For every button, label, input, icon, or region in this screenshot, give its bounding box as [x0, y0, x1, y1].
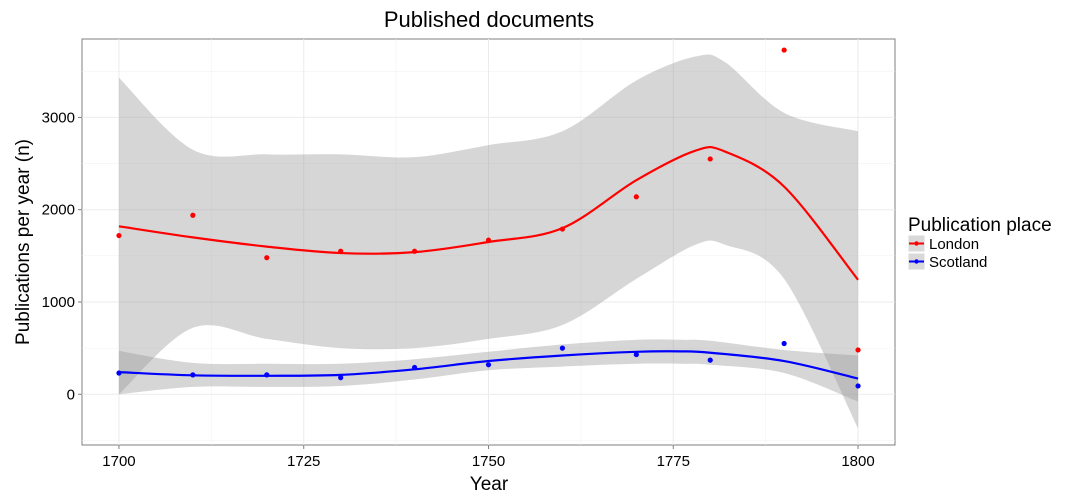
- legend-item-london: London: [907, 234, 979, 253]
- smooth-curves: [118, 145, 859, 380]
- data-point-scotland: [190, 372, 196, 378]
- data-point-scotland: [116, 370, 122, 376]
- legend-label: Scotland: [929, 254, 987, 271]
- data-point-london: [633, 194, 639, 200]
- data-point-london: [190, 212, 196, 218]
- x-axis-title: Year: [470, 474, 509, 495]
- data-point-london: [411, 248, 418, 254]
- data-point-scotland: [781, 340, 787, 347]
- y-tick-label: 3000: [42, 109, 75, 126]
- y-axis: 0 1000 2000 3000: [42, 109, 82, 403]
- y-tick-label: 0: [67, 386, 75, 403]
- data-point-london: [264, 255, 270, 261]
- data-point-scotland: [707, 357, 713, 363]
- data-point-scotland: [855, 383, 861, 389]
- x-tick-label: 1700: [102, 453, 135, 470]
- data-point-london: [485, 237, 492, 243]
- data-point-london: [559, 226, 566, 232]
- data-point-london: [781, 47, 787, 53]
- x-tick-label: 1775: [657, 453, 690, 470]
- data-point-london: [707, 156, 713, 162]
- confidence-band-scotland: [118, 339, 859, 402]
- data-point-scotland: [633, 351, 639, 358]
- data-point-scotland: [485, 362, 492, 368]
- legend-key-point: [914, 241, 919, 246]
- grid: [82, 39, 895, 445]
- y-tick-label: 1000: [42, 294, 75, 311]
- x-tick-label: 1800: [841, 453, 874, 470]
- legend-label: London: [929, 236, 979, 253]
- data-point-scotland: [559, 345, 566, 351]
- legend-title: Publication place: [908, 215, 1052, 236]
- legend-key-point: [914, 259, 919, 264]
- data-point-scotland: [411, 364, 418, 371]
- chart-title: Published documents: [384, 7, 594, 32]
- y-axis-title: Publications per year (n): [13, 139, 34, 345]
- smooth-line-scotland: [118, 350, 859, 380]
- data-point-london: [116, 232, 122, 239]
- data-point-london: [855, 347, 861, 353]
- x-tick-label: 1750: [472, 453, 505, 470]
- y-tick-label: 2000: [42, 202, 75, 219]
- data-point-scotland: [338, 375, 344, 381]
- data-point-scotland: [264, 372, 270, 378]
- legend-item-scotland: Scotland: [907, 252, 987, 271]
- smooth-line-london: [118, 145, 859, 281]
- data-points: [116, 47, 861, 389]
- x-tick-label: 1725: [287, 453, 320, 470]
- data-point-london: [338, 248, 344, 254]
- x-axis: 1700 1725 1750 1775 1800: [102, 445, 875, 470]
